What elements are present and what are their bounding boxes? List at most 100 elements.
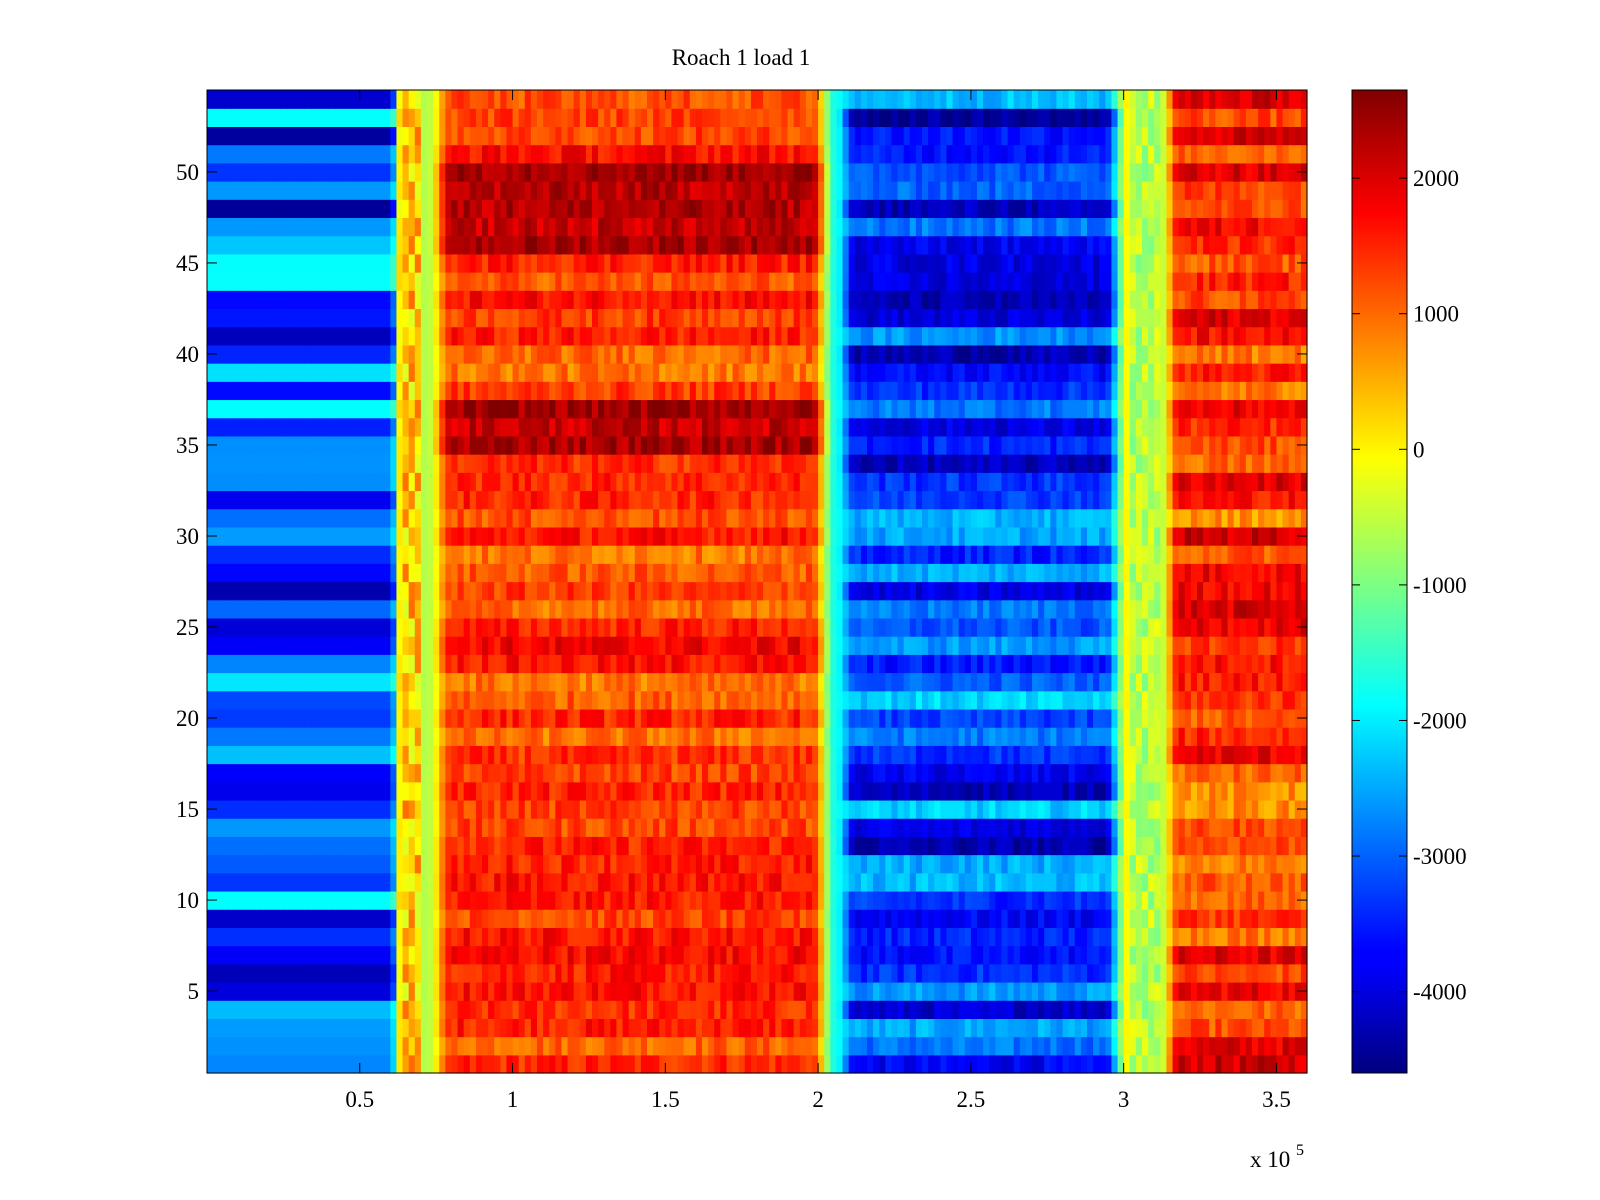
heatmap-cell <box>848 708 856 728</box>
heatmap-cell <box>231 799 239 819</box>
heatmap-cell <box>1087 927 1094 947</box>
heatmap-cell <box>592 781 599 801</box>
heatmap-cell <box>237 981 245 1001</box>
heatmap-cell <box>457 909 465 928</box>
heatmap-cell <box>1105 945 1113 965</box>
heatmap-cell <box>1123 854 1131 874</box>
heatmap-cell <box>457 872 465 892</box>
heatmap-cell <box>689 818 697 837</box>
heatmap-cell <box>579 854 587 874</box>
heatmap-cell <box>207 963 214 983</box>
heatmap-cell <box>579 1000 587 1019</box>
heatmap-cell <box>372 981 379 1001</box>
heatmap-cell <box>854 708 862 728</box>
heatmap-cell <box>506 745 514 765</box>
heatmap-cell <box>280 581 288 601</box>
heatmap-cell <box>1160 818 1168 837</box>
heatmap-cell <box>842 890 850 910</box>
heatmap-cell <box>524 617 532 637</box>
heatmap-cell <box>579 927 587 947</box>
heatmap-cell <box>873 963 880 983</box>
heatmap-cell <box>268 563 275 583</box>
heatmap-cell <box>1276 1000 1284 1019</box>
heatmap-cell <box>946 836 954 856</box>
heatmap-cell <box>598 1018 605 1038</box>
heatmap-cell <box>702 836 709 856</box>
heatmap-cell <box>439 945 446 965</box>
heatmap-cell <box>1209 854 1216 874</box>
heatmap-cell <box>1288 654 1296 674</box>
heatmap-cell <box>1258 1018 1265 1038</box>
heatmap-cell <box>665 927 673 947</box>
heatmap-cell <box>329 617 336 637</box>
heatmap-cell <box>1288 872 1296 892</box>
heatmap-cell <box>977 1054 984 1074</box>
heatmap-cell <box>897 872 905 892</box>
heatmap-cell <box>934 745 941 765</box>
heatmap-cell <box>317 890 324 910</box>
heatmap-cell <box>640 763 648 783</box>
heatmap-cell <box>1007 872 1015 892</box>
heatmap-cell <box>989 781 996 801</box>
heatmap-cell <box>922 745 929 765</box>
heatmap-cell <box>873 599 880 619</box>
heatmap-cell <box>433 799 440 819</box>
heatmap-cell <box>1142 727 1149 746</box>
heatmap-cell <box>347 599 355 619</box>
heatmap-cell <box>1032 799 1039 819</box>
heatmap-cell <box>1227 636 1235 655</box>
heatmap-cell <box>341 708 349 728</box>
heatmap-cell <box>958 1036 966 1056</box>
heatmap-cell <box>695 1054 703 1074</box>
heatmap-cell <box>1288 1018 1296 1038</box>
heatmap-cell <box>433 727 440 746</box>
heatmap-cell <box>402 1036 410 1056</box>
heatmap-cell <box>537 1018 544 1038</box>
heatmap-cell <box>329 1000 336 1019</box>
heatmap-cell <box>628 890 636 910</box>
heatmap-cell <box>262 836 269 856</box>
heatmap-cell <box>781 763 789 783</box>
heatmap-cell <box>402 599 410 619</box>
heatmap-cell <box>1160 1018 1168 1038</box>
heatmap-cell <box>1142 672 1149 692</box>
heatmap-cell <box>708 872 715 892</box>
heatmap-cell <box>488 581 495 601</box>
heatmap-cell <box>1129 745 1137 765</box>
heatmap-cell <box>757 981 764 1001</box>
heatmap-cell <box>744 799 752 819</box>
heatmap-cell <box>1154 690 1161 710</box>
heatmap-cell <box>347 763 355 783</box>
heatmap-cell <box>903 872 911 892</box>
heatmap-cell <box>879 927 886 947</box>
heatmap-cell <box>805 890 813 910</box>
heatmap-cell <box>1001 909 1009 928</box>
heatmap-cell <box>659 909 666 928</box>
heatmap-cell <box>445 563 453 583</box>
heatmap-cell <box>983 799 990 819</box>
heatmap-cell <box>482 818 489 837</box>
heatmap-cell <box>903 945 911 965</box>
heatmap-cell <box>335 763 343 783</box>
heatmap-cell <box>787 708 795 728</box>
heatmap-cell <box>500 963 508 983</box>
heatmap-cell <box>585 909 593 928</box>
heatmap-cell <box>1270 890 1278 910</box>
heatmap-cell <box>903 599 911 619</box>
heatmap-cell <box>1288 672 1296 692</box>
heatmap-cell <box>1001 672 1009 692</box>
heatmap-cell <box>1148 1018 1155 1038</box>
heatmap-cell <box>995 636 1003 655</box>
heatmap-cell <box>812 708 819 728</box>
heatmap-cell <box>1215 836 1223 856</box>
heatmap-cell <box>1142 763 1149 783</box>
heatmap-cell <box>677 654 685 674</box>
heatmap-cell <box>1233 799 1241 819</box>
heatmap-cell <box>824 654 831 674</box>
heatmap-cell <box>512 854 520 874</box>
heatmap-cell <box>867 818 874 837</box>
heatmap-cell <box>940 1054 948 1074</box>
heatmap-cell <box>714 890 721 910</box>
heatmap-cell <box>463 563 471 583</box>
heatmap-cell <box>1044 599 1051 619</box>
